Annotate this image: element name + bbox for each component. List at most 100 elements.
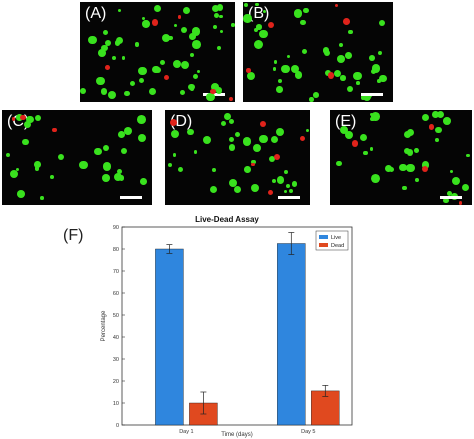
live-cell	[360, 95, 365, 100]
live-cell	[273, 60, 278, 64]
live-cell	[216, 4, 224, 11]
live-cell	[142, 20, 150, 28]
live-cell	[306, 128, 310, 132]
live-cell	[189, 53, 195, 58]
live-cell	[102, 174, 110, 182]
live-cell	[124, 90, 130, 97]
x-tick-label: Day 5	[301, 429, 315, 435]
live-cell	[406, 163, 415, 173]
live-cell	[285, 183, 290, 189]
live-cell	[276, 176, 285, 185]
micrograph-panel-d: (D)	[165, 110, 310, 205]
live-cell	[212, 24, 218, 29]
live-cell	[88, 35, 97, 44]
live-cell	[9, 169, 18, 179]
live-cell	[94, 147, 102, 156]
dead-cell	[170, 119, 178, 127]
live-cell	[378, 19, 386, 27]
live-cell	[123, 126, 132, 135]
live-cell	[276, 128, 285, 137]
live-cell	[34, 161, 41, 168]
live-cell	[16, 190, 25, 198]
live-cell	[107, 90, 116, 100]
dead-cell	[300, 136, 306, 142]
live-cell	[447, 191, 453, 196]
live-cell	[399, 163, 407, 172]
live-cell	[339, 43, 344, 48]
live-cell	[130, 81, 136, 87]
live-cell	[253, 39, 263, 49]
live-cell	[193, 149, 198, 154]
live-cell	[179, 89, 185, 95]
live-cell	[159, 60, 165, 66]
live-cell	[149, 87, 157, 95]
dead-cell	[274, 153, 281, 160]
live-cell	[102, 30, 108, 36]
live-cell	[345, 130, 353, 139]
live-cell	[369, 116, 375, 122]
live-cell	[216, 45, 221, 51]
dead-cell	[334, 3, 339, 7]
live-cell	[251, 184, 259, 193]
live-cell	[277, 78, 282, 83]
live-cell	[377, 79, 381, 83]
y-tick-label: 60	[113, 291, 119, 297]
live-cell	[114, 173, 123, 182]
live-cell	[183, 7, 191, 15]
scale-bar	[278, 196, 300, 199]
live-cell	[212, 5, 220, 13]
live-cell	[98, 49, 106, 58]
live-cell	[162, 34, 171, 43]
live-cell	[219, 14, 223, 19]
chart-title: Live-Dead Assay	[195, 215, 259, 224]
panel-label-e: (E)	[335, 113, 357, 130]
live-cell	[288, 188, 294, 194]
dead-cell	[259, 120, 267, 128]
live-cell	[369, 147, 374, 151]
live-cell	[271, 136, 279, 144]
y-tick-label: 90	[113, 225, 119, 231]
live-cell	[196, 69, 200, 73]
live-cell	[244, 166, 251, 173]
dead-cell	[177, 15, 182, 19]
live-dead-bar-chart: Live-Dead Assay Percentage Time (days) 0…	[101, 215, 353, 438]
live-cell	[120, 147, 127, 154]
live-cell	[435, 138, 439, 142]
live-cell	[313, 92, 319, 98]
dead-cell	[52, 128, 57, 133]
live-cell	[102, 162, 112, 171]
live-cell	[100, 88, 108, 95]
live-cell	[276, 86, 283, 93]
legend-label: Dead	[331, 243, 344, 249]
live-cell	[436, 110, 444, 118]
dead-cell	[458, 201, 463, 205]
live-cell	[121, 56, 125, 60]
live-cell	[79, 160, 89, 170]
scale-bar	[440, 196, 462, 199]
live-cell	[370, 112, 380, 122]
live-cell	[389, 167, 395, 173]
live-cell	[229, 136, 235, 142]
y-tick-label: 30	[113, 357, 119, 363]
live-cell	[215, 87, 222, 94]
live-cell	[406, 148, 414, 156]
live-cell	[293, 9, 303, 19]
live-cell	[177, 166, 184, 173]
dead-cell	[428, 124, 434, 130]
y-tick-label: 0	[116, 423, 119, 429]
live-cell	[187, 128, 194, 135]
dead-cell	[267, 21, 275, 29]
dead-cell	[267, 189, 274, 196]
live-cell	[442, 117, 451, 126]
live-cell	[16, 114, 23, 121]
live-cell	[432, 111, 439, 118]
live-cell	[370, 69, 376, 75]
live-cell	[259, 134, 268, 144]
live-cell	[435, 126, 442, 133]
live-cell	[414, 148, 420, 153]
live-cell	[281, 65, 290, 74]
live-cell	[80, 87, 87, 94]
live-cell	[243, 14, 252, 23]
live-cell	[333, 69, 341, 77]
live-cell	[371, 174, 380, 183]
